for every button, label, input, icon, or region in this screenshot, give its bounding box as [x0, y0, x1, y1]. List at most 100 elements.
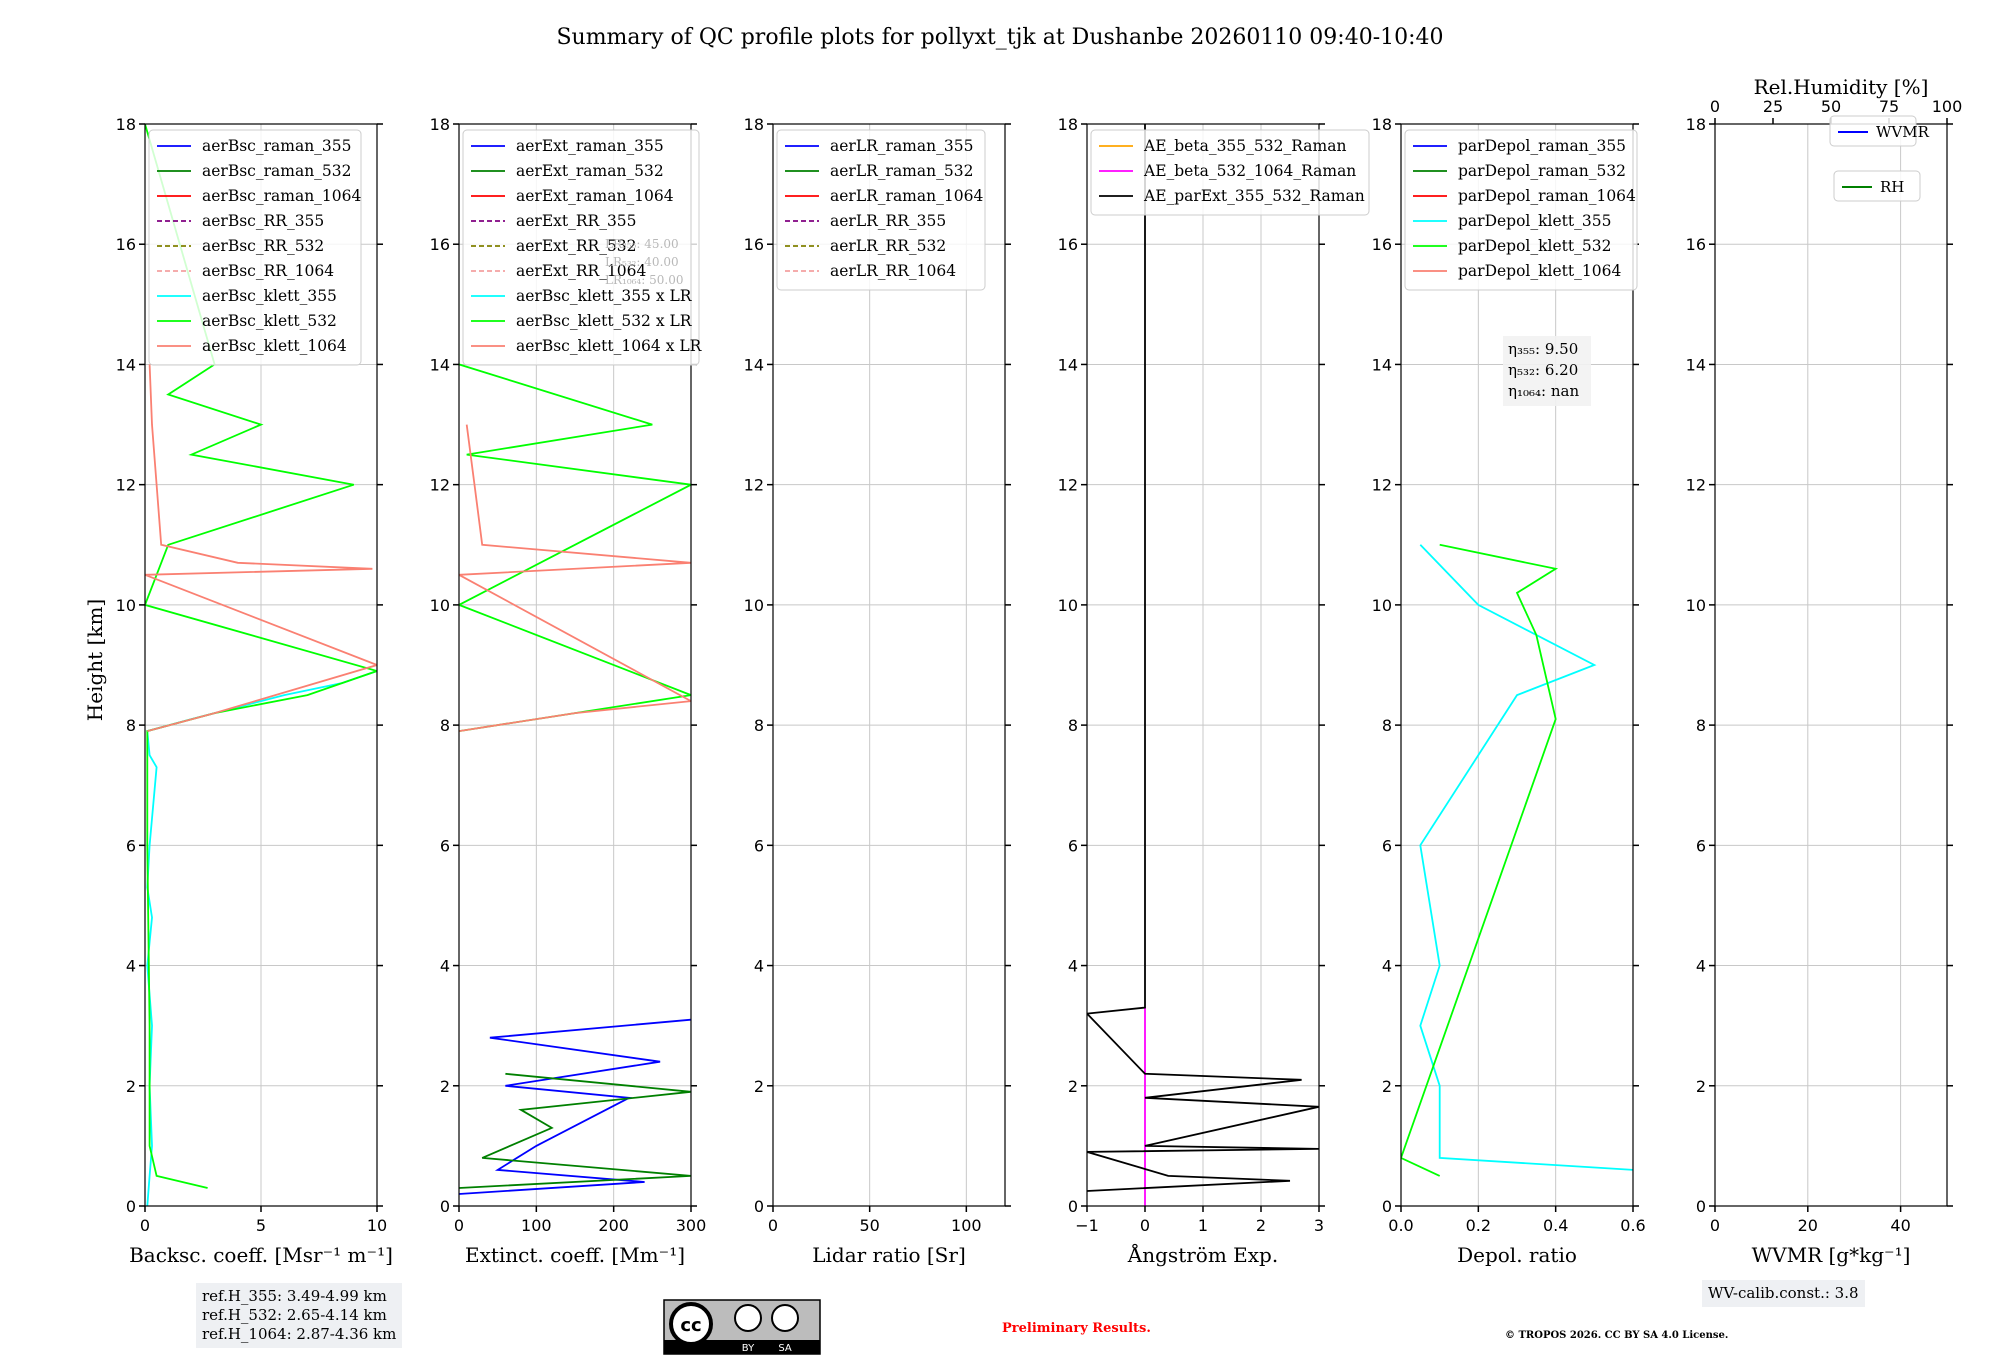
top-x-axis-label: Rel.Humidity [%] — [1754, 75, 1929, 99]
y-tick-label: 6 — [126, 836, 136, 855]
y-tick-label: 0 — [1382, 1197, 1392, 1216]
y-tick-label: 2 — [754, 1077, 764, 1096]
x-tick-label: 50 — [859, 1216, 879, 1235]
y-axis-label: Height [km] — [83, 599, 107, 721]
series-aerBsc_klett_532 x LR — [459, 363, 691, 732]
y-tick-label: 12 — [430, 476, 450, 495]
panel-5: 0 2 4 6 8 10 12 14 16 18 0.0 0.2 0.4 0.6 Depol. ratio p… — [1372, 115, 1646, 1267]
y-tick-label: 2 — [1382, 1077, 1392, 1096]
legend-entry: aerBsc_klett_1064 x LR — [516, 337, 703, 355]
y-tick-label: 0 — [440, 1197, 450, 1216]
x-tick-label: 0.4 — [1543, 1216, 1568, 1235]
series-aerBsc_klett_532 — [145, 124, 377, 1189]
x-axis-label: WVMR [g*kg⁻¹] — [1752, 1243, 1911, 1267]
ref-height-355: ref.H_355: 3.49-4.99 km — [202, 1287, 387, 1305]
panel-3: 0 2 4 6 8 10 12 14 16 18 0 50 100 Lidar ratio [Sr] aer… — [744, 115, 1011, 1267]
panel-2: 0 2 4 6 8 10 12 14 16 18 0 100 200 300 Extinct. coeff.… — [430, 115, 707, 1267]
y-tick-label: 18 — [1058, 115, 1078, 134]
legend-entry: parDepol_raman_1064 — [1458, 187, 1636, 205]
top-x-tick-label: 75 — [1879, 97, 1899, 116]
y-tick-label: 2 — [1696, 1077, 1706, 1096]
cc-license-badge: cc BY SA — [663, 1299, 821, 1355]
x-tick-label: 0.0 — [1388, 1216, 1413, 1235]
legend-entry: AE_parExt_355_532_Raman — [1143, 187, 1365, 205]
eta-label: η₁₀₆₄: nan — [1508, 382, 1579, 400]
y-tick-label: 4 — [754, 957, 764, 976]
axes-frame — [772, 123, 1006, 1207]
y-tick-label: 18 — [430, 115, 450, 134]
y-tick-label: 14 — [116, 355, 136, 374]
y-tick-label: 10 — [430, 596, 450, 615]
legend-entry: aerBsc_raman_1064 — [202, 187, 362, 205]
y-tick-label: 4 — [440, 957, 450, 976]
legend: WVMR RH — [1829, 115, 1930, 202]
lr-value-label: LR₃₅₅: 45.00 — [605, 237, 679, 251]
legend-entry: parDepol_raman_532 — [1458, 162, 1626, 180]
y-tick-label: 12 — [1372, 476, 1392, 495]
x-tick-label: 1 — [1198, 1216, 1208, 1235]
legend-box — [1090, 129, 1370, 216]
y-tick-label: 4 — [1696, 957, 1706, 976]
legend-entry: aerLR_raman_532 — [830, 162, 973, 180]
legend-entry: aerBsc_klett_1064 — [202, 337, 347, 355]
y-tick-label: 16 — [1058, 235, 1078, 254]
y-tick-label: 12 — [116, 476, 136, 495]
ref-height-532: ref.H_532: 2.65-4.14 km — [202, 1306, 387, 1324]
top-x-tick-label: 25 — [1763, 97, 1783, 116]
y-tick-label: 14 — [430, 355, 450, 374]
legend-entry: parDepol_klett_532 — [1458, 237, 1611, 255]
legend: parDepol_raman_355 parDepol_raman_532 parD… — [1404, 129, 1638, 291]
panel-1: 0 2 4 6 8 10 12 14 16 18 0 5 10 Backsc. coeff. [Msr⁻¹… — [116, 115, 393, 1267]
x-axis-label: Lidar ratio [Sr] — [812, 1243, 966, 1267]
x-tick-label: 5 — [256, 1216, 266, 1235]
legend-entry: aerExt_RR_532 — [516, 237, 637, 255]
x-axis-label: Ångström Exp. — [1127, 1242, 1278, 1267]
x-tick-label: 20 — [1798, 1216, 1818, 1235]
series-AE_parExt_355_532_Raman — [1087, 124, 1319, 1192]
legend-entry: AE_beta_532_1064_Raman — [1143, 162, 1356, 180]
legend: aerLR_raman_355 aerLR_raman_532 aerLR_rama… — [776, 129, 986, 291]
legend-entry: aerBsc_RR_355 — [202, 212, 324, 230]
reference-heights-box: ref.H_355: 3.49-4.99 km ref.H_532: 2.65-… — [196, 1283, 403, 1348]
y-tick-label: 6 — [1696, 836, 1706, 855]
y-tick-label: 8 — [1068, 716, 1078, 735]
eta-box — [1503, 336, 1591, 406]
legend-box — [1404, 129, 1638, 291]
preliminary-label: Preliminary Results. — [1002, 1321, 1151, 1336]
x-tick-label: 0.6 — [1620, 1216, 1645, 1235]
series-parDepol_klett_355 — [1419, 544, 1633, 1171]
y-tick-label: 2 — [440, 1077, 450, 1096]
x-axis-label: Depol. ratio — [1457, 1243, 1577, 1267]
legend-box — [1833, 170, 1921, 202]
series-aerBsc_klett_1064 x LR — [459, 424, 691, 732]
legend-box — [462, 129, 700, 366]
x-tick-label: 10 — [367, 1216, 387, 1235]
top-x-tick-label: 50 — [1821, 97, 1841, 116]
y-tick-label: 8 — [1382, 716, 1392, 735]
legend-entry: parDepol_klett_355 — [1458, 212, 1611, 230]
legend-entry: parDepol_raman_355 — [1458, 137, 1626, 155]
y-tick-label: 2 — [126, 1077, 136, 1096]
y-tick-label: 6 — [1382, 836, 1392, 855]
x-tick-label: 0.2 — [1466, 1216, 1491, 1235]
legend: AE_beta_355_532_Raman AE_beta_532_1064_Ra… — [1090, 129, 1370, 216]
series-aerBsc_klett_1064 — [145, 364, 377, 732]
y-tick-label: 4 — [1068, 957, 1078, 976]
legend-entry: aerBsc_RR_532 — [202, 237, 324, 255]
lr-value-label: LR₅₃₂: 40.00 — [605, 255, 679, 269]
legend-entry: parDepol_klett_1064 — [1458, 262, 1621, 280]
x-tick-label: 300 — [676, 1216, 707, 1235]
legend-entry: aerBsc_raman_355 — [202, 137, 352, 155]
wv-calib-box: WV-calib.const.: 3.8 — [1702, 1280, 1865, 1307]
y-tick-label: 14 — [1686, 355, 1706, 374]
legend-entry: aerLR_RR_532 — [830, 237, 946, 255]
x-tick-label: 40 — [1890, 1216, 1910, 1235]
y-tick-label: 16 — [1686, 235, 1706, 254]
x-tick-label: 0 — [1710, 1216, 1720, 1235]
legend-entry: aerExt_RR_1064 — [516, 262, 647, 280]
x-axis-label: Extinct. coeff. [Mm⁻¹] — [465, 1243, 685, 1267]
x-tick-label: 0 — [454, 1216, 464, 1235]
series-aerBsc_klett_355 — [146, 670, 377, 1206]
